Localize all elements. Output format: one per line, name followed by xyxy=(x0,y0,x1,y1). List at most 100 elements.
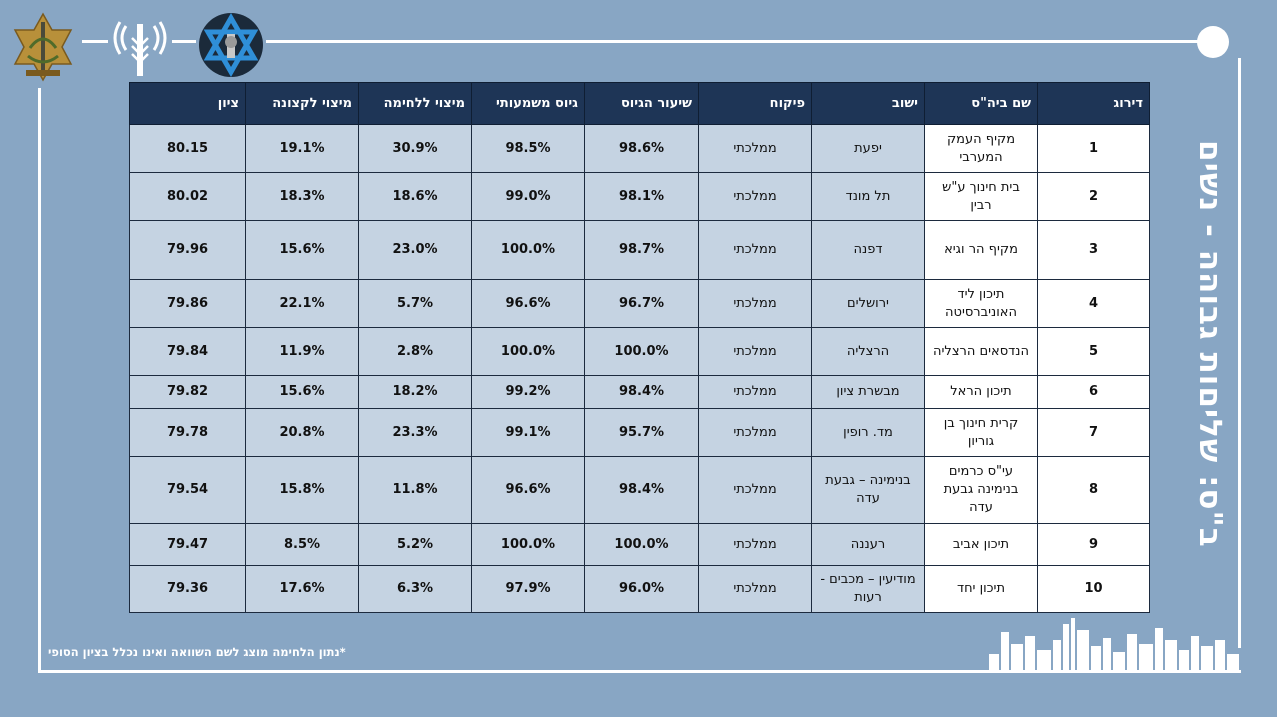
ranking-table-container: דירוג שם ביה"ס ישוב פיקוח שיעור הגיוס גי… xyxy=(129,82,1150,613)
supervision-cell: ממלכתי xyxy=(698,327,812,376)
supervision-cell: ממלכתי xyxy=(698,565,812,613)
recruit-rate-cell: 98.4% xyxy=(584,456,699,524)
frame-line-right xyxy=(1238,58,1241,648)
meaningful-cell: 98.5% xyxy=(471,124,585,173)
school-name-cell: מקיף הר וגיא xyxy=(924,220,1038,280)
rank-cell: 5 xyxy=(1037,327,1150,376)
town-cell: בנימינה – גבעת עדה xyxy=(811,456,925,524)
combat-cell: 5.2% xyxy=(358,523,472,566)
score-cell: 79.86 xyxy=(129,279,246,328)
score-cell: 80.02 xyxy=(129,172,246,221)
recruit-rate-cell: 95.7% xyxy=(584,408,699,457)
frame-line-top xyxy=(82,40,108,43)
combat-cell: 5.7% xyxy=(358,279,472,328)
side-title: ב"ס: שליםות גבוהה - נשים xyxy=(1192,140,1228,548)
officer-cell: 22.1% xyxy=(245,279,359,328)
recruit-rate-cell: 98.7% xyxy=(584,220,699,280)
recruit-rate-cell: 96.7% xyxy=(584,279,699,328)
combat-cell: 30.9% xyxy=(358,124,472,173)
city-skyline-icon xyxy=(989,618,1239,672)
school-name-cell: תיכון ליד האוניברסיטה xyxy=(924,279,1038,328)
score-cell: 79.84 xyxy=(129,327,246,376)
officer-cell: 15.8% xyxy=(245,456,359,524)
frame-corner-dot xyxy=(1197,26,1229,58)
table-row: 9 תיכון אביב רעננה ממלכתי 100.0% 100.0% … xyxy=(129,523,1150,566)
column-header-score: ציון xyxy=(129,82,246,125)
footnote: *נתון הלחימה מוצג לשם השוואה ואינו נכלל … xyxy=(48,645,346,659)
table-row: 7 קרית חינוך בן גוריון מד. רופין ממלכתי … xyxy=(129,408,1150,457)
meaningful-cell: 100.0% xyxy=(471,523,585,566)
school-name-cell: בית חינוך ע"ש רבין xyxy=(924,172,1038,221)
officer-cell: 15.6% xyxy=(245,375,359,409)
school-name-cell: הנדסאים הרצליה xyxy=(924,327,1038,376)
rank-cell: 9 xyxy=(1037,523,1150,566)
meaningful-cell: 100.0% xyxy=(471,220,585,280)
table-row: 3 מקיף הר וגיא דפנה ממלכתי 98.7% 100.0% … xyxy=(129,220,1150,280)
officer-cell: 8.5% xyxy=(245,523,359,566)
table-row: 5 הנדסאים הרצליה הרצליה ממלכתי 100.0% 10… xyxy=(129,327,1150,376)
column-header-recruit-rate: שיעור הגיוס xyxy=(584,82,699,125)
officer-cell: 18.3% xyxy=(245,172,359,221)
score-cell: 79.54 xyxy=(129,456,246,524)
school-name-cell: מקיף העמק המערבי xyxy=(924,124,1038,173)
combat-cell: 18.2% xyxy=(358,375,472,409)
score-cell: 79.47 xyxy=(129,523,246,566)
recruit-rate-cell: 100.0% xyxy=(584,523,699,566)
ranking-table: דירוג שם ביה"ס ישוב פיקוח שיעור הגיוס גי… xyxy=(129,82,1150,613)
rank-cell: 6 xyxy=(1037,375,1150,409)
school-name-cell: תיכון יחד xyxy=(924,565,1038,613)
supervision-cell: ממלכתי xyxy=(698,375,812,409)
town-cell: מודיעין – מכבים - רעות xyxy=(811,565,925,613)
column-header-supervision: פיקוח xyxy=(698,82,812,125)
school-name-cell: קרית חינוך בן גוריון xyxy=(924,408,1038,457)
rank-cell: 8 xyxy=(1037,456,1150,524)
combat-cell: 6.3% xyxy=(358,565,472,613)
supervision-cell: ממלכתי xyxy=(698,124,812,173)
frame-line-left xyxy=(38,88,41,673)
officer-cell: 15.6% xyxy=(245,220,359,280)
table-row: 2 בית חינוך ע"ש רבין תל מונד ממלכתי 98.1… xyxy=(129,172,1150,221)
rank-cell: 1 xyxy=(1037,124,1150,173)
town-cell: דפנה xyxy=(811,220,925,280)
column-header-combat: מיצוי ללחימה xyxy=(358,82,472,125)
frame-line-top xyxy=(266,40,1200,43)
signal-antenna-icon xyxy=(113,21,167,76)
meaningful-cell: 99.2% xyxy=(471,375,585,409)
rank-cell: 7 xyxy=(1037,408,1150,457)
score-cell: 79.78 xyxy=(129,408,246,457)
meaningful-cell: 100.0% xyxy=(471,327,585,376)
combat-cell: 23.3% xyxy=(358,408,472,457)
column-header-school: שם ביה"ס xyxy=(924,82,1038,125)
meaningful-cell: 99.0% xyxy=(471,172,585,221)
score-cell: 79.36 xyxy=(129,565,246,613)
idf-emblem-icon xyxy=(13,12,73,82)
combat-cell: 18.6% xyxy=(358,172,472,221)
town-cell: מד. רופין xyxy=(811,408,925,457)
column-header-officer: מיצוי לקצונה xyxy=(245,82,359,125)
column-header-meaningful: גיוס משמעותי xyxy=(471,82,585,125)
meaningful-cell: 97.9% xyxy=(471,565,585,613)
rank-cell: 2 xyxy=(1037,172,1150,221)
school-name-cell: תיכון אביב xyxy=(924,523,1038,566)
table-row: 4 תיכון ליד האוניברסיטה ירושלים ממלכתי 9… xyxy=(129,279,1150,328)
combat-cell: 2.8% xyxy=(358,327,472,376)
school-name-cell: עי"ס כרמים בנימינה גבעת עדה xyxy=(924,456,1038,524)
frame-line-top xyxy=(172,40,196,43)
supervision-cell: ממלכתי xyxy=(698,456,812,524)
supervision-cell: ממלכתי xyxy=(698,523,812,566)
recruit-rate-cell: 98.4% xyxy=(584,375,699,409)
combat-cell: 23.0% xyxy=(358,220,472,280)
column-header-rank: דירוג xyxy=(1037,82,1150,125)
town-cell: יפעת xyxy=(811,124,925,173)
town-cell: רעננה xyxy=(811,523,925,566)
column-header-town: ישוב xyxy=(811,82,925,125)
supervision-cell: ממלכתי xyxy=(698,220,812,280)
town-cell: מבשרת ציון xyxy=(811,375,925,409)
meaningful-cell: 96.6% xyxy=(471,456,585,524)
table-row: 1 מקיף העמק המערבי יפעת ממלכתי 98.6% 98.… xyxy=(129,124,1150,173)
rank-cell: 3 xyxy=(1037,220,1150,280)
town-cell: תל מונד xyxy=(811,172,925,221)
score-cell: 79.82 xyxy=(129,375,246,409)
town-cell: ירושלים xyxy=(811,279,925,328)
officer-cell: 20.8% xyxy=(245,408,359,457)
